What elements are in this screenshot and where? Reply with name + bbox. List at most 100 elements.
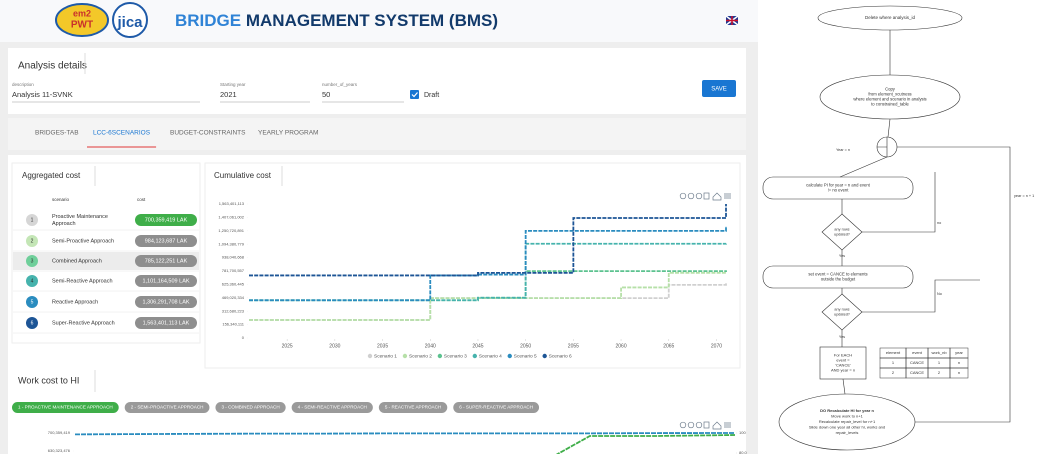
y-tick-label: 156,340,111	[222, 322, 244, 327]
x-tick-label: 2065	[663, 343, 674, 349]
scenario-id: 4	[31, 278, 34, 284]
logo-em2	[55, 3, 109, 37]
table-text: n	[958, 370, 960, 375]
panel-title: Cumulative cost	[214, 171, 272, 180]
scenario-button-label: 3 - COMBINED APPROACH	[221, 405, 279, 410]
draft-checkbox[interactable]	[410, 90, 419, 99]
flow-text: calculate PI for year = n and event	[806, 183, 871, 188]
scenario-button[interactable]	[124, 402, 210, 413]
flow-label: Year = n	[836, 148, 850, 152]
scenario-line: Proactive Maintenance	[52, 214, 108, 220]
zoom-out[interactable]	[687, 192, 695, 200]
scenario-button[interactable]	[378, 402, 448, 413]
chart-toolbar	[679, 421, 731, 430]
cost-pill	[135, 296, 197, 308]
legend-swatch[interactable]	[437, 353, 443, 359]
flow-text: Copy	[885, 87, 896, 92]
cost-value: 785,122,251 LAK	[145, 258, 188, 264]
table-text: n	[958, 360, 960, 365]
tab[interactable]: LCC-6SCENARIOS	[93, 130, 151, 137]
scenario-dot	[26, 214, 38, 226]
legend-swatch[interactable]	[367, 353, 373, 359]
flag[interactable]	[725, 15, 739, 26]
menu[interactable]	[724, 422, 731, 428]
tab-bar	[8, 118, 746, 150]
scenario-button[interactable]	[215, 402, 286, 413]
x-tick-label: 2045	[472, 343, 483, 349]
y-tick-label: 1,407,061,002	[218, 214, 244, 219]
flow-text: DO Recalculate HI for year n	[820, 408, 874, 413]
field-value[interactable]: Analysis 11-SVNK	[12, 90, 73, 99]
y-tick-label: 1,563,401,113	[219, 201, 245, 206]
x-tick-label: 2070	[711, 343, 722, 349]
analysis-card	[8, 48, 746, 114]
cost-pill	[135, 214, 197, 226]
cumulative-panel	[204, 162, 741, 369]
scenario-name: Reactive Approach	[52, 299, 98, 305]
flow-text: where element and scenario in analysis	[853, 97, 926, 102]
save-label: SAVE	[711, 87, 727, 93]
flowchart-bg	[758, 0, 1046, 454]
scenario-button[interactable]	[12, 402, 119, 413]
zoom-out[interactable]	[687, 421, 695, 429]
legend-swatch[interactable]	[542, 353, 547, 359]
legend-label[interactable]: Scenario 2	[409, 353, 432, 359]
table-text: year	[955, 350, 963, 355]
cost-value: 984,123,687 LAK	[145, 238, 188, 244]
tab[interactable]: YEARLY PROGRAM	[258, 130, 318, 137]
legend-swatch[interactable]	[472, 353, 478, 359]
y-tick-label: 700,359,419	[48, 430, 71, 435]
scenario-dot	[26, 255, 38, 267]
logo-text: em2	[73, 8, 91, 18]
table-text: 1	[892, 360, 895, 365]
y-tick-label: 1,094,380,779	[218, 241, 244, 246]
field-label: number_of_years	[322, 82, 358, 87]
field-label: description	[12, 82, 34, 87]
tab[interactable]: BUDGET-CONSTRAINTS	[170, 130, 246, 137]
reset[interactable]	[712, 192, 722, 201]
field-value[interactable]: 50	[322, 90, 330, 99]
legend-label[interactable]: Scenario 3	[444, 353, 467, 359]
legend-swatch[interactable]	[507, 353, 512, 359]
legend-label[interactable]: Scenario 6	[549, 353, 572, 359]
scenario-button[interactable]	[291, 402, 373, 413]
scenario-button-label: 4 - SEMI-REACTIVE APPROACH	[298, 405, 367, 410]
zoom-select[interactable]	[695, 192, 703, 200]
legend-label[interactable]: Scenario 5	[514, 353, 537, 359]
flow-label: no	[937, 221, 941, 225]
series-line	[74, 432, 736, 436]
scenario-button-label: 6 - SUPER-REACTIVE APPROACH	[459, 405, 533, 410]
scenario-line: Approach	[52, 221, 76, 227]
scenario-button[interactable]	[453, 402, 540, 413]
logo-text: PWT	[71, 20, 93, 31]
field-value[interactable]: 2021	[220, 90, 237, 99]
reset[interactable]	[712, 421, 722, 430]
menu[interactable]	[724, 193, 731, 199]
flow-label: No	[937, 292, 942, 296]
scenario-dot	[26, 296, 38, 308]
legend-label[interactable]: Scenario 1	[374, 353, 397, 359]
cost-value: 700,359,419 LAK	[145, 217, 188, 223]
y-tick-label: 312,680,223	[222, 308, 245, 313]
save-button[interactable]	[702, 80, 736, 97]
panel-title: Aggregated cost	[22, 171, 81, 180]
flow-text: updated?	[834, 313, 850, 317]
pan[interactable]	[703, 421, 710, 429]
tab[interactable]: BRIDGES-TAB	[35, 130, 79, 137]
zoom-in[interactable]	[679, 192, 687, 200]
logo-jica	[112, 2, 148, 38]
y-tick-label: 781,700,557	[222, 268, 245, 273]
legend-swatch[interactable]	[402, 353, 408, 359]
table-text: CANCE	[910, 360, 924, 365]
node	[762, 265, 914, 289]
app-title: BRIDGE MANAGEMENT SYSTEM (BMS)	[175, 11, 498, 30]
flow-text: Move work to n+1	[831, 414, 863, 419]
zoom-select[interactable]	[695, 421, 703, 429]
scenario-name: Proactive Maintenance Approach	[52, 214, 108, 227]
pan[interactable]	[703, 192, 710, 200]
legend-label[interactable]: Scenario 4	[479, 353, 502, 359]
table-text: CANCE	[910, 370, 924, 375]
check-icon	[411, 92, 418, 98]
zoom-in[interactable]	[679, 421, 687, 429]
